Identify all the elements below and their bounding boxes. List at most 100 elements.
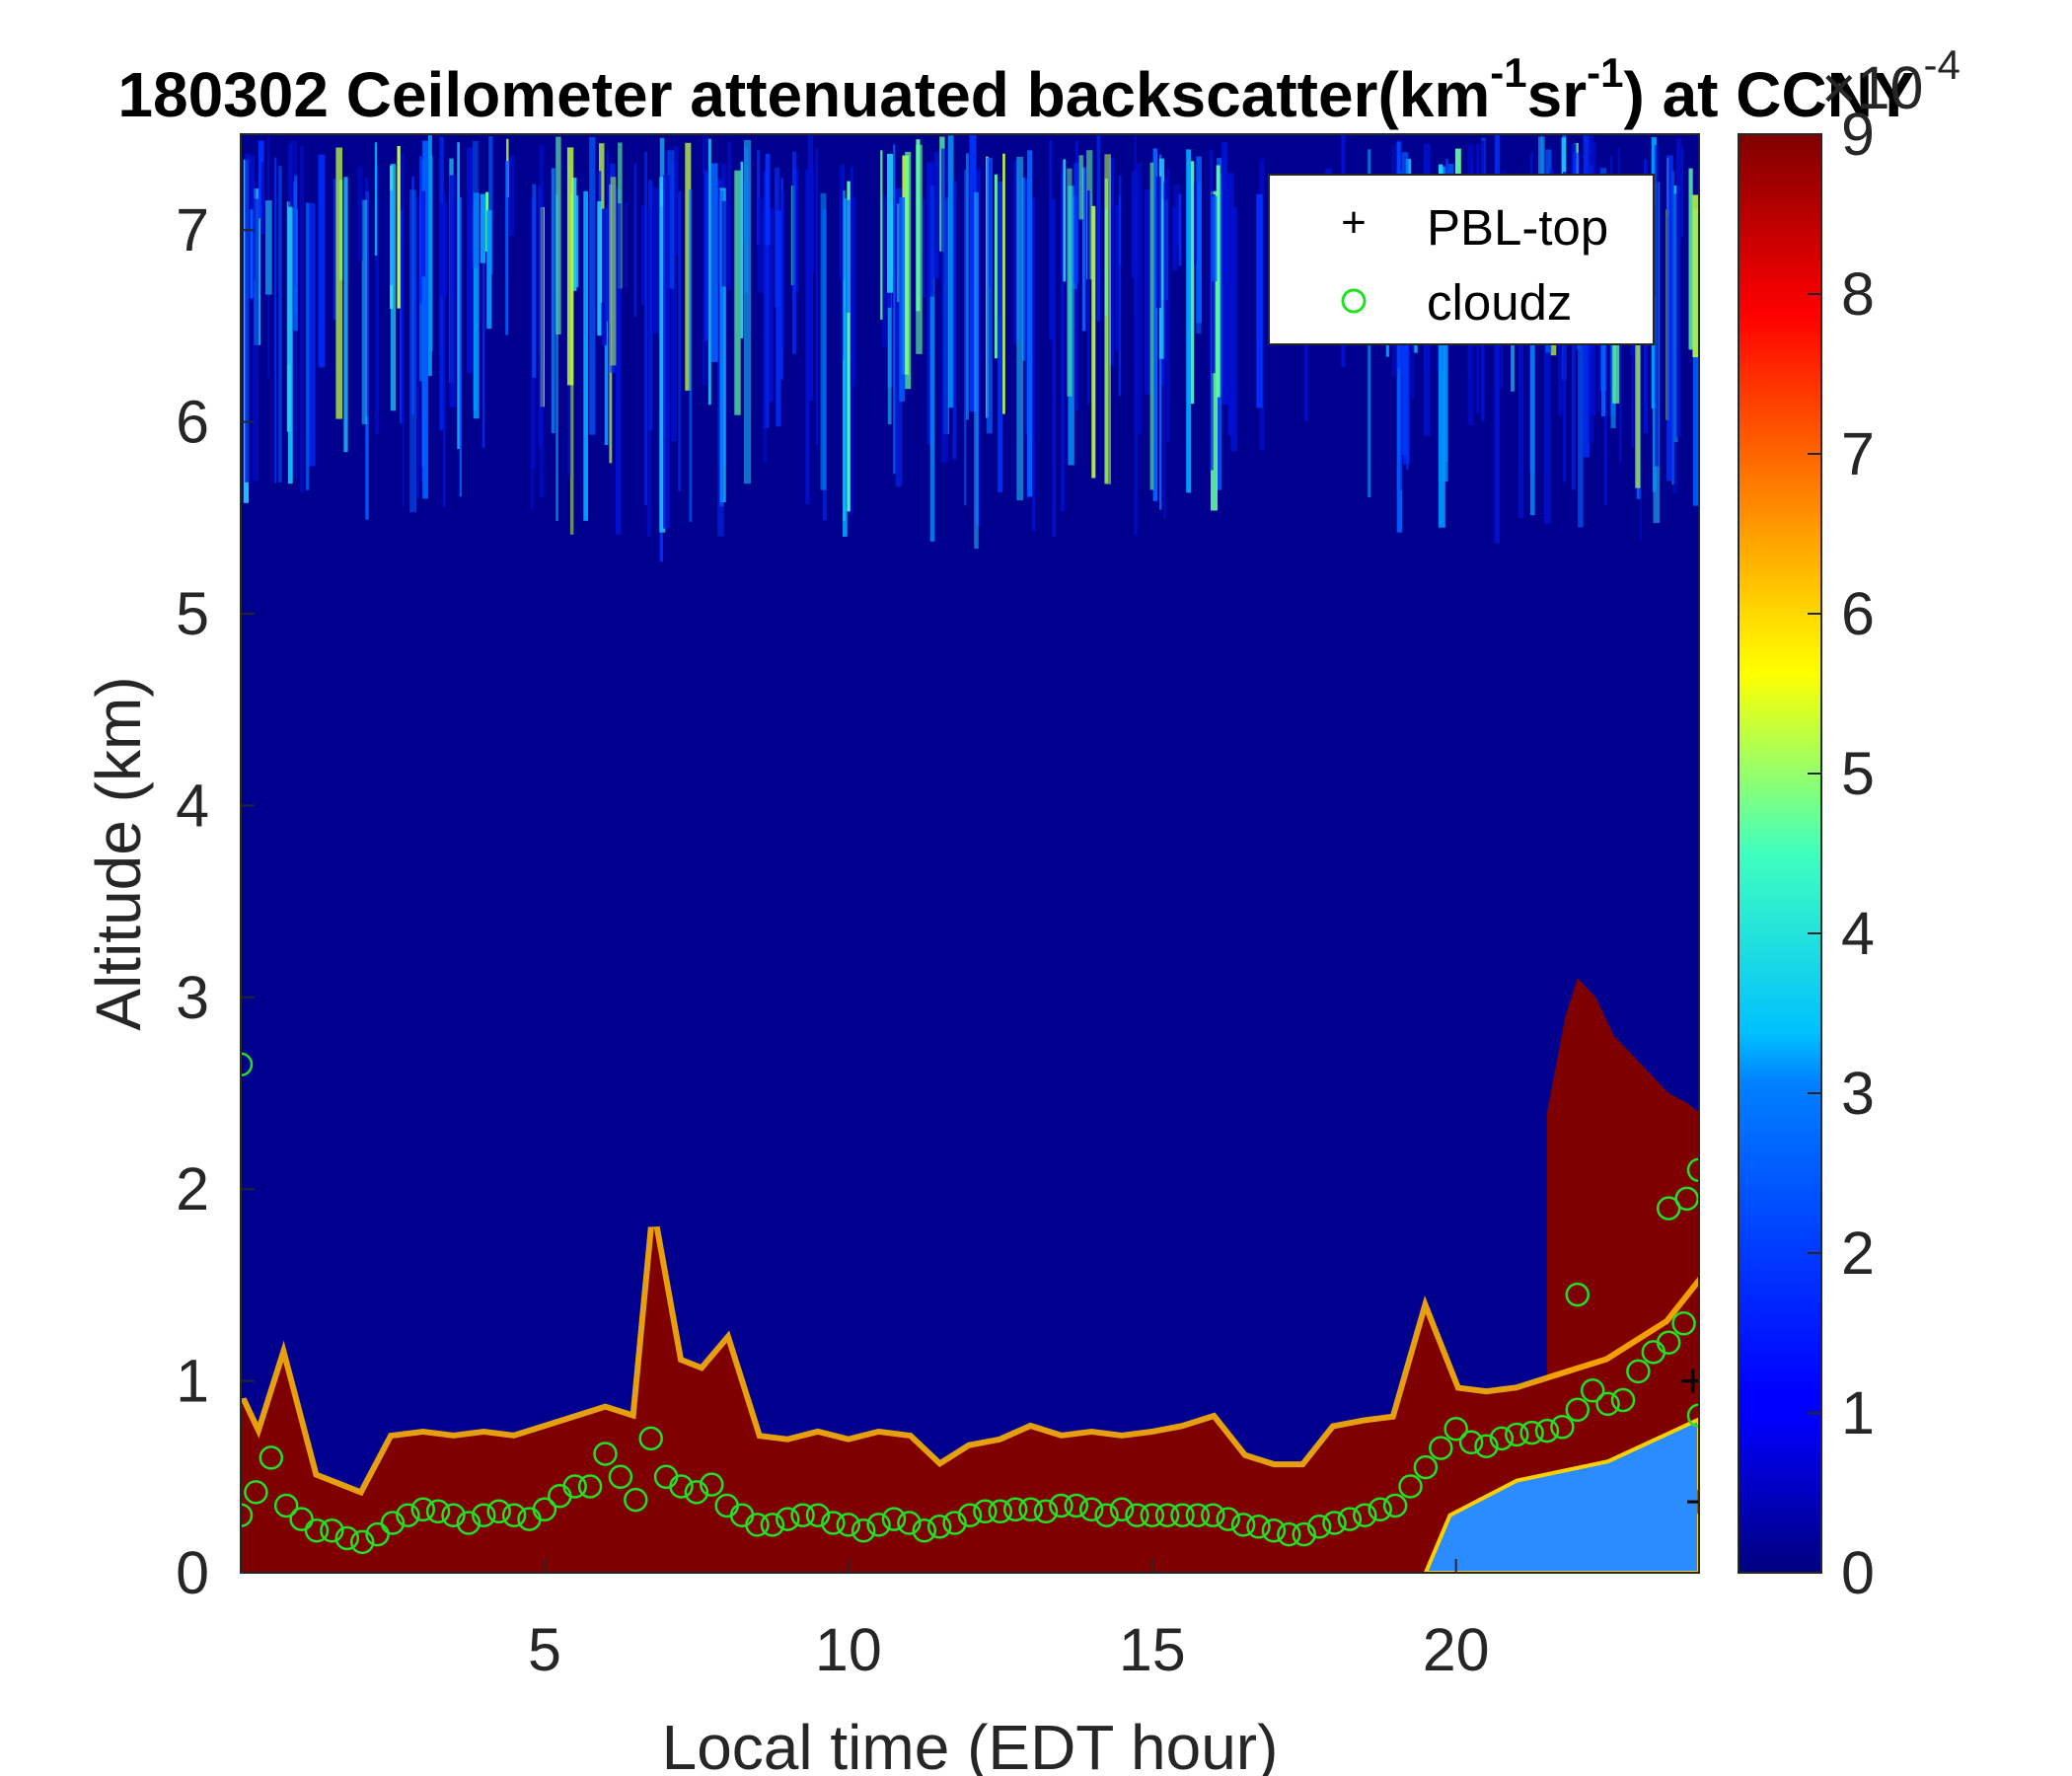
cloudz-point (1216, 1507, 1240, 1531)
cloudz-point (304, 1517, 330, 1543)
aerosol-streak (486, 210, 492, 330)
cloudz-point (1656, 1196, 1681, 1221)
aerosol-streak (941, 148, 948, 463)
cloudz-point (456, 1511, 481, 1535)
aerosol-streak (671, 162, 677, 442)
cloudz-point (836, 1513, 861, 1537)
legend-pbl-marker: + (1341, 198, 1367, 247)
aerosol-streak (1155, 176, 1161, 309)
aerosol-streak (1666, 155, 1673, 481)
aerosol-streak (1166, 168, 1170, 443)
aerosol-streak (644, 152, 647, 506)
x-axis-label: Local time (EDT hour) (662, 1712, 1279, 1776)
cloudz-point (790, 1503, 815, 1527)
aerosol-streak (916, 139, 921, 312)
aerosol-streak (1256, 193, 1263, 408)
pbl-top-point (1687, 1490, 1699, 1515)
cloudz-point (241, 1052, 254, 1077)
aerosol-streak (887, 201, 892, 425)
aerosol-streak (926, 162, 933, 445)
aerosol-streak (1149, 162, 1154, 490)
cloudz-point (486, 1499, 511, 1524)
cloudz-point (396, 1503, 420, 1527)
aerosol-streak (551, 168, 555, 434)
aerosol-streak (1688, 168, 1693, 350)
y-axis-label: Altitude (km) (83, 676, 154, 1030)
cloudz-point (1002, 1497, 1028, 1522)
aerosol-streak (774, 167, 780, 308)
legend-cloudz-marker (1341, 288, 1367, 314)
aerosol-streak (633, 163, 636, 318)
cloudz-point (1064, 1493, 1089, 1518)
y-tick-label: 3 (176, 964, 209, 1031)
cloudz-point (1674, 1186, 1699, 1212)
cloudz-point (1519, 1420, 1544, 1445)
aerosol-streak (845, 199, 851, 313)
aerosol-streak (744, 140, 751, 484)
aerosol-streak (1196, 156, 1202, 324)
cloudz-point (577, 1474, 603, 1499)
aerosol-streak (333, 179, 336, 321)
aerosol-streak (923, 198, 925, 298)
cloudz-point (1398, 1474, 1423, 1499)
cloudz-point (897, 1511, 922, 1535)
aerosol-streak (1027, 150, 1033, 497)
title-suffix: ) at CCNY (1623, 59, 1914, 130)
cloudz-point (1474, 1434, 1499, 1458)
aerosol-streak (505, 161, 508, 335)
aerosol-streak (1060, 160, 1065, 512)
aerosol-streak (589, 136, 596, 435)
cloudz-point (1686, 1157, 1699, 1183)
cloudz-point (1580, 1378, 1605, 1403)
aerosol-streak (1692, 194, 1699, 358)
aerosol-streak (1639, 191, 1642, 541)
aerosol-streak (508, 155, 515, 236)
aerosol-streak (851, 167, 853, 515)
aerosol-streak (398, 152, 405, 239)
cloudz-point (1610, 1387, 1636, 1413)
cloudz-point (410, 1497, 436, 1522)
aerosol-streak (1013, 160, 1019, 344)
cloudz-point (881, 1507, 907, 1531)
aerosol-streak (663, 175, 670, 529)
title-mid: sr (1527, 59, 1588, 130)
aerosol-streak (933, 152, 939, 279)
y-axis: 0 1 2 3 4 5 6 7 (176, 196, 255, 1606)
title-prefix: 180302 Ceilometer attenuated backscatter… (117, 59, 1490, 130)
aerosol-streak (847, 181, 851, 512)
cloudz-point (1140, 1503, 1165, 1527)
cloudz-point (1049, 1493, 1073, 1518)
cloudz-point (1125, 1503, 1149, 1527)
cloudz-point (273, 1493, 299, 1518)
aerosol-streak (606, 151, 610, 322)
aerosol-streak (287, 206, 293, 484)
aerosol-streak (667, 150, 675, 289)
aerosol-streak (887, 153, 894, 293)
aerosol-streak (264, 200, 272, 295)
aerosol-streak (1216, 165, 1221, 398)
cloudz-point (745, 1513, 770, 1537)
title-sup-1: -1 (1490, 49, 1526, 96)
aerosol-streak (457, 142, 460, 449)
aerosol-streak (532, 184, 537, 378)
aerosol-streak (357, 166, 363, 261)
aerosol-streak (419, 156, 422, 304)
aerosol-streak (375, 165, 380, 435)
aerosol-streak (397, 146, 401, 309)
aerosol-streak (1049, 140, 1053, 340)
aerosol-streak (947, 135, 954, 408)
aerosol-streak (1211, 194, 1216, 374)
aerosol-streak (895, 187, 903, 487)
aerosol-streak (974, 191, 979, 550)
aerosol-streak (409, 189, 417, 513)
aerosol-streak (805, 169, 810, 504)
aerosol-streak (1067, 168, 1073, 397)
aerosol-streak (1194, 183, 1198, 264)
aerosol-streak (583, 190, 588, 521)
aerosol-streak (929, 185, 935, 542)
cloudz-point (1154, 1503, 1180, 1527)
cloudz-point (1185, 1503, 1211, 1527)
aerosol-streak (1209, 149, 1214, 471)
cloudz-point (1626, 1359, 1651, 1384)
legend-box (1268, 174, 1655, 345)
